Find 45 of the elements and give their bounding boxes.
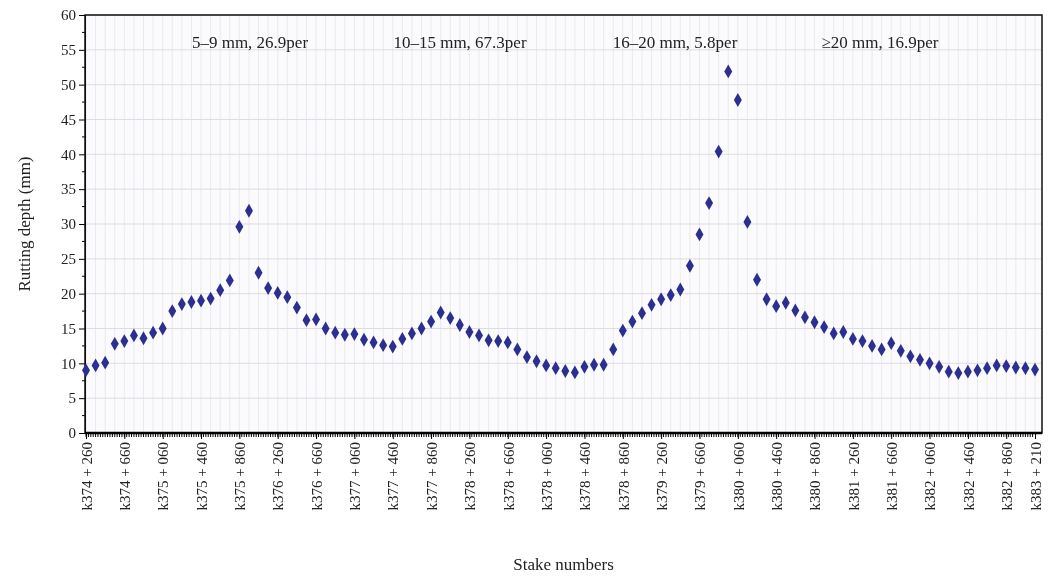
y-tick-label: 45 xyxy=(61,111,76,128)
x-tick-label: k378 + 260 xyxy=(462,442,479,511)
x-tick-label: k382 + 860 xyxy=(998,442,1015,511)
annotation: 10–15 mm, 67.3per xyxy=(393,33,527,52)
x-tick-label: k378 + 060 xyxy=(538,442,555,511)
y-tick-label: 10 xyxy=(61,355,76,372)
x-tick-label: k381 + 260 xyxy=(845,442,862,511)
x-tick-label: k377 + 460 xyxy=(385,442,402,511)
y-tick-label: 50 xyxy=(61,76,76,93)
x-tick-label: k380 + 460 xyxy=(768,442,785,511)
x-tick-label: k377 + 860 xyxy=(423,442,440,511)
y-tick-label: 55 xyxy=(61,42,76,59)
x-tick-label: k374 + 660 xyxy=(117,442,134,511)
x-tick-label: k375 + 460 xyxy=(193,442,210,511)
x-tick-label: k375 + 060 xyxy=(155,442,172,511)
x-tick-label: k375 + 860 xyxy=(232,442,249,511)
x-tick-label: k376 + 260 xyxy=(270,442,287,511)
x-tick-label: k377 + 060 xyxy=(347,442,364,511)
y-tick-label: 20 xyxy=(61,285,76,302)
x-tick-label: k382 + 060 xyxy=(922,442,939,511)
y-tick-label: 30 xyxy=(61,216,76,233)
x-tick-label: k379 + 660 xyxy=(692,442,709,511)
annotation: ≥20 mm, 16.9per xyxy=(821,33,939,52)
annotation: 5–9 mm, 26.9per xyxy=(191,33,309,52)
x-tick-label: k381 + 660 xyxy=(883,442,900,511)
x-tick-label: k382 + 460 xyxy=(960,442,977,511)
x-tick-label: k380 + 860 xyxy=(807,442,824,511)
y-tick-label: 5 xyxy=(68,390,76,407)
y-tick-label: 60 xyxy=(61,7,76,24)
y-tick-label: 0 xyxy=(68,425,76,442)
y-tick-label: 25 xyxy=(61,251,76,268)
y-tick-label: 15 xyxy=(61,320,76,337)
x-tick-label: k379 + 260 xyxy=(653,442,670,511)
x-tick-label: k383 + 210 xyxy=(1027,442,1044,511)
y-axis-title: Rutting depth (mm) xyxy=(15,156,34,292)
y-tick-label: 40 xyxy=(61,146,76,163)
y-tick-label: 35 xyxy=(61,181,76,198)
x-tick-label: k380 + 060 xyxy=(730,442,747,511)
annotation: 16–20 mm, 5.8per xyxy=(612,33,738,52)
x-axis-title: Stake numbers xyxy=(513,555,614,574)
x-tick-label: k378 + 660 xyxy=(500,442,517,511)
x-tick-label: k378 + 460 xyxy=(577,442,594,511)
x-tick-label: k376 + 660 xyxy=(308,442,325,511)
x-tick-label: k378 + 860 xyxy=(615,442,632,511)
x-tick-label: k374 + 260 xyxy=(78,442,95,511)
